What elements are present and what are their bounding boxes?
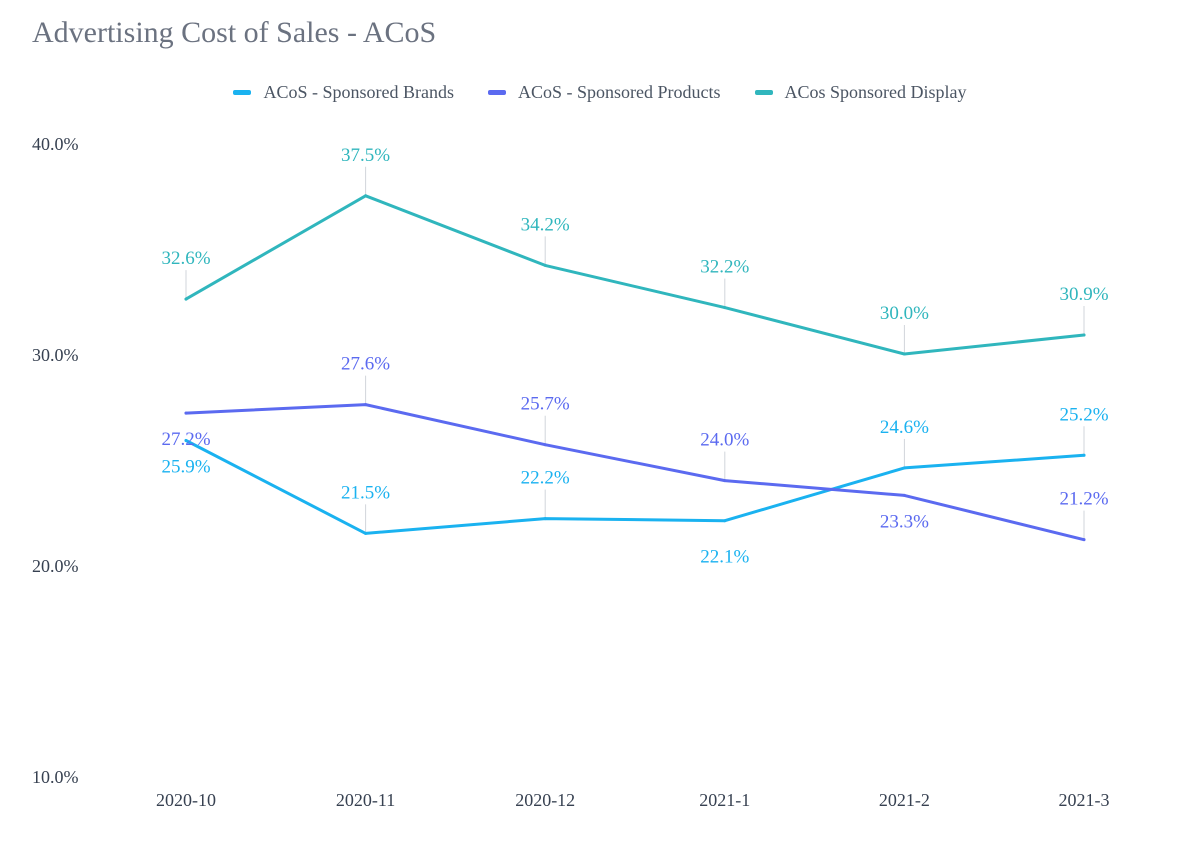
data-point-1-2: [543, 443, 547, 447]
legend-label-sponsored-brands: ACoS - Sponsored Brands: [263, 82, 454, 102]
legend-swatch-sponsored-products: [487, 90, 506, 95]
data-point-2-3: [723, 306, 727, 310]
data-point-1-0: [184, 411, 188, 415]
legend-item-sponsored-products[interactable]: ACoS - Sponsored Products: [487, 82, 721, 103]
legend-label-sponsored-display: ACos Sponsored Display: [784, 82, 967, 102]
data-label-0-3: 22.1%: [700, 547, 749, 568]
data-point-2-1: [364, 194, 368, 198]
data-label-2-2: 34.2%: [521, 214, 570, 235]
data-label-1-2: 25.7%: [521, 394, 570, 415]
x-tick-label-2: 2020-12: [515, 790, 575, 810]
data-point-2-2: [543, 263, 547, 267]
data-point-0-5: [1082, 453, 1086, 457]
x-tick-label-4: 2021-2: [879, 790, 930, 810]
data-point-1-4: [902, 493, 906, 497]
data-point-0-4: [902, 466, 906, 470]
data-label-1-0: 27.2%: [161, 429, 210, 450]
legend-swatch-sponsored-display: [754, 90, 773, 95]
data-point-1-1: [364, 403, 368, 407]
data-label-1-3: 24.0%: [700, 430, 749, 451]
y-tick-label-1: 20.0%: [32, 556, 79, 576]
data-label-2-4: 30.0%: [880, 303, 929, 324]
data-label-2-1: 37.5%: [341, 145, 390, 166]
x-tick-label-3: 2021-1: [699, 790, 750, 810]
chart-title: Advertising Cost of Sales - ACoS: [32, 16, 437, 49]
data-point-0-3: [723, 519, 727, 523]
x-tick-label-5: 2021-3: [1059, 790, 1110, 810]
data-label-1-5: 21.2%: [1059, 489, 1108, 510]
data-point-0-2: [543, 517, 547, 521]
data-label-0-4: 24.6%: [880, 417, 929, 438]
y-tick-label-3: 40.0%: [32, 134, 79, 154]
x-tick-label-1: 2020-11: [336, 790, 395, 810]
data-point-0-0: [184, 439, 188, 443]
data-label-1-4: 23.3%: [880, 511, 929, 532]
data-point-2-5: [1082, 333, 1086, 337]
y-tick-label-2: 30.0%: [32, 345, 79, 365]
legend: ACoS - Sponsored Brands ACoS - Sponsored…: [0, 82, 1200, 103]
data-point-2-4: [902, 352, 906, 356]
data-point-1-3: [723, 479, 727, 483]
data-point-2-0: [184, 297, 188, 301]
data-label-2-0: 32.6%: [161, 248, 210, 269]
series-line-2: [184, 194, 1086, 356]
series-line-0: [184, 439, 1086, 535]
data-label-2-5: 30.9%: [1059, 284, 1108, 305]
data-point-0-1: [364, 531, 368, 535]
data-label-0-0: 25.9%: [161, 457, 210, 478]
data-point-1-5: [1082, 538, 1086, 542]
legend-item-sponsored-brands[interactable]: ACoS - Sponsored Brands: [233, 82, 454, 103]
y-tick-label-0: 10.0%: [32, 767, 79, 787]
legend-swatch-sponsored-brands: [233, 90, 252, 95]
x-tick-label-0: 2020-10: [156, 790, 216, 810]
data-label-0-1: 21.5%: [341, 482, 390, 503]
data-label-0-5: 25.2%: [1059, 404, 1108, 425]
legend-item-sponsored-display[interactable]: ACos Sponsored Display: [754, 82, 967, 103]
data-label-0-2: 22.2%: [521, 468, 570, 489]
series-line-1: [184, 403, 1086, 542]
data-label-2-3: 32.2%: [700, 257, 749, 278]
data-label-1-1: 27.6%: [341, 354, 390, 375]
legend-label-sponsored-products: ACoS - Sponsored Products: [517, 82, 721, 102]
